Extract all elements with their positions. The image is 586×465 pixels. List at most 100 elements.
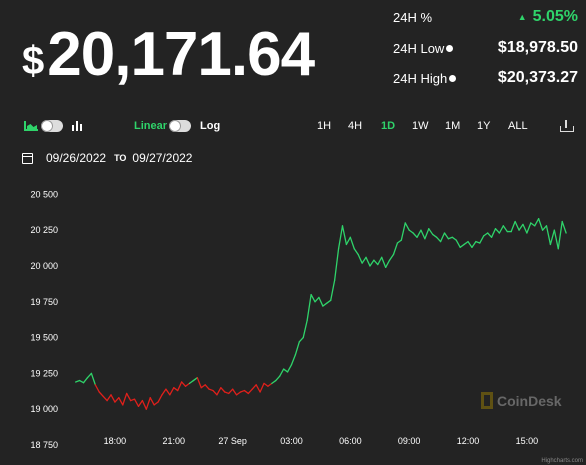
x-tick-label: 06:00 (339, 436, 362, 446)
price-line-segment (400, 222, 406, 241)
price-line-segment (361, 256, 367, 264)
price-line-segment (443, 232, 450, 240)
price-line-segment (365, 256, 371, 267)
price-line-segment (220, 387, 226, 393)
price-line-segment (239, 389, 246, 393)
price-line-segment (177, 381, 183, 392)
price-line-segment (286, 364, 293, 373)
price-line-segment (510, 220, 516, 233)
price-line-segment (279, 368, 285, 377)
price-line-segment (412, 232, 418, 238)
price-line-segment (545, 225, 552, 246)
range-button-4h[interactable]: 4H (348, 120, 363, 132)
range-button-all[interactable]: ALL (508, 120, 528, 132)
price-line-segment (530, 222, 536, 227)
price-line-segment (337, 225, 344, 250)
info-icon[interactable] (449, 74, 457, 82)
price-line-segment (106, 394, 112, 402)
price-line-segment (310, 293, 316, 303)
price-line-segment (208, 388, 214, 392)
current-price: 20,171.64 (47, 20, 315, 89)
price-line-segment (439, 232, 446, 243)
date-range: 09/26/2022 TO 09/27/2022 (22, 149, 192, 167)
price-line-segment (188, 379, 195, 385)
calendar-icon[interactable] (22, 152, 33, 164)
price-line-segment (377, 256, 383, 266)
price-line-segment (518, 223, 524, 231)
x-axis-labels: 18:00 21:00 27 Sep 03:00 06:00 09:00 12:00 15:0… (104, 436, 538, 446)
price-line-segment (243, 389, 249, 395)
area-chart-icon[interactable] (24, 116, 38, 136)
price-line-segment (275, 375, 281, 382)
price-chart[interactable]: 18 750 19 000 19 250 19 500 19 750 20 000 20 2… (0, 180, 586, 465)
price-line-segment (78, 379, 85, 384)
x-tick-label: 18:00 (104, 436, 127, 446)
info-icon[interactable] (446, 44, 454, 52)
price-line-segment (471, 240, 477, 248)
x-tick-label: 03:00 (280, 436, 303, 446)
price-line-segment (345, 236, 351, 246)
price-line-segment (82, 377, 89, 384)
price-line-segment (557, 220, 563, 250)
price-line-segment (420, 229, 426, 240)
y-tick-label: 19 500 (30, 333, 58, 343)
x-tick-label: 21:00 (163, 436, 186, 446)
y-tick-label: 19 250 (30, 368, 58, 378)
range-button-1w[interactable]: 1W (412, 120, 429, 132)
price-line-segment (86, 372, 93, 379)
price-line-segment (224, 391, 230, 395)
y-axis-labels: 18 750 19 000 19 250 19 500 19 750 20 000 20 2… (30, 189, 58, 450)
price-line-segment (534, 218, 540, 227)
price-line-segment (157, 394, 163, 403)
price-line-segment (110, 394, 116, 403)
date-to[interactable]: 09/27/2022 (132, 151, 193, 165)
price-line-segment (349, 236, 355, 250)
price-line-segment (502, 225, 508, 233)
price-line-segment (180, 381, 187, 387)
price-line-segment (255, 384, 261, 393)
range-button-1m[interactable]: 1M (445, 120, 461, 132)
range-button-1h[interactable]: 1H (317, 120, 332, 132)
bar-chart-icon[interactable] (72, 116, 82, 136)
price-line-segment (459, 243, 465, 248)
y-tick-label: 19 750 (30, 297, 58, 307)
price-line-segment (228, 388, 234, 395)
price-line-segment (467, 240, 473, 248)
chart-toolbar: Linear Log 1H 4H 1D 1W 1M 1Y ALL (0, 116, 586, 138)
stat-label-text: 24H Low (393, 40, 445, 56)
price-line-segment (145, 397, 151, 410)
price-line-segment (122, 392, 128, 406)
stat-24h-low: 24H Low $18,978.50 (393, 37, 578, 59)
y-tick-label: 18 750 (30, 440, 58, 450)
price-series (75, 218, 567, 410)
price-line-segment (298, 336, 304, 343)
range-button-1d[interactable]: 1D (381, 120, 396, 132)
price-line-segment (184, 382, 191, 387)
price-line-segment (341, 225, 348, 246)
stat-value: ▲ 5.05% (518, 8, 578, 26)
price-line-segment (192, 377, 198, 382)
currency-symbol: $ (22, 39, 45, 83)
price-line-segment (318, 296, 324, 307)
range-button-1y[interactable]: 1Y (477, 120, 491, 132)
x-tick-label: 12:00 (457, 436, 480, 446)
y-tick-label: 20 500 (30, 189, 58, 199)
watermark-text: CoinDesk (497, 393, 562, 409)
price-line-segment (435, 236, 442, 243)
scale-linear-label[interactable]: Linear (134, 120, 168, 132)
price-display: $ 20,171.64 (22, 14, 315, 89)
price-line-segment (490, 228, 497, 238)
price-line-segment (90, 372, 96, 386)
stat-value: $20,373.27 (497, 69, 578, 86)
scale-toggle[interactable] (169, 116, 191, 136)
price-line-segment (475, 240, 481, 244)
chart-type-toggle[interactable] (41, 116, 63, 136)
date-from[interactable]: 09/26/2022 (46, 151, 107, 165)
download-icon[interactable] (560, 116, 574, 136)
price-line-segment (306, 293, 312, 322)
scale-log-label[interactable]: Log (200, 120, 221, 132)
price-line-segment (94, 384, 100, 393)
price-line-segment (75, 379, 81, 383)
price-line-segment (235, 391, 242, 396)
price-line-segment (153, 401, 159, 406)
